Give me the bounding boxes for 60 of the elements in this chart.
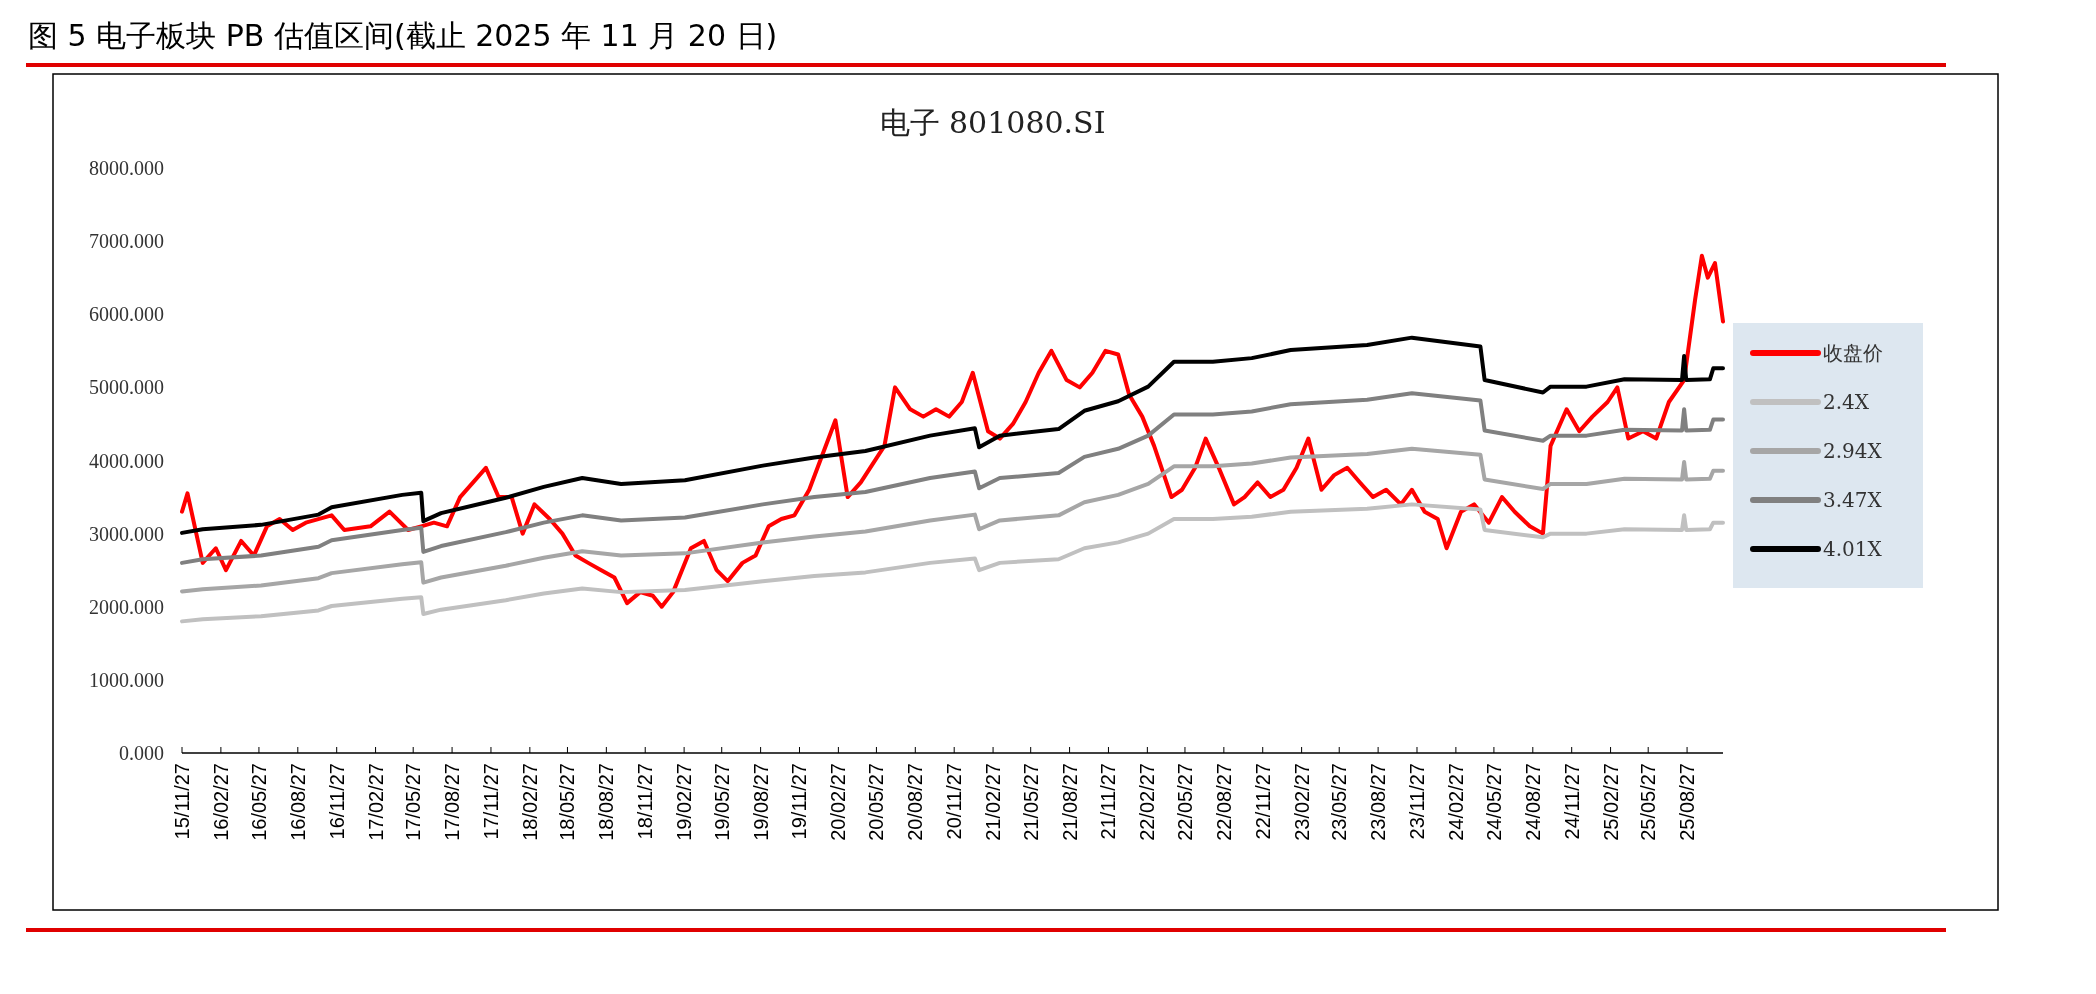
x-tick-label: 21/02/27	[982, 763, 1005, 841]
legend-label: 收盘价	[1823, 341, 1883, 365]
legend-label: 2.4X	[1823, 390, 1870, 414]
x-tick-label: 23/11/27	[1406, 763, 1428, 840]
x-tick-label: 22/02/27	[1136, 763, 1159, 841]
line-series	[180, 446, 1725, 594]
x-tick-label: 21/11/27	[1097, 763, 1120, 840]
x-tick-label: 24/11/27	[1560, 763, 1583, 840]
y-tick-label: 1000.000	[89, 668, 164, 691]
y-tick-label: 3000.000	[89, 522, 164, 545]
x-tick-label: 23/02/27	[1290, 763, 1313, 841]
x-tick-label: 17/02/27	[364, 763, 387, 841]
x-tick-label: 17/05/27	[402, 763, 425, 841]
x-tick-label: 18/02/27	[518, 763, 541, 841]
x-tick-label: 20/02/27	[827, 763, 850, 841]
x-tick-label: 18/08/27	[595, 763, 618, 841]
x-tick-label: 22/11/27	[1251, 763, 1274, 840]
x-tick-label: 19/11/27	[788, 763, 811, 840]
y-tick-label: 4000.000	[89, 449, 164, 472]
x-tick-label: 24/08/27	[1521, 763, 1544, 841]
x-tick-label: 24/02/27	[1444, 763, 1467, 841]
x-tick-label: 16/08/27	[286, 763, 309, 841]
x-tick-label: 20/05/27	[865, 763, 888, 841]
x-tick-label: 20/08/27	[904, 763, 927, 841]
x-tick-label: 19/02/27	[673, 763, 696, 841]
y-tick-label: 5000.000	[89, 376, 164, 399]
x-tick-label: 22/05/27	[1173, 763, 1196, 841]
x-tick-label: 25/05/27	[1637, 763, 1660, 841]
legend-label: 2.94X	[1823, 439, 1883, 463]
y-tick-label: 8000.000	[89, 157, 164, 179]
chart-subtitle: 电子 801080.SI	[879, 105, 1106, 140]
y-tick-label: 6000.000	[89, 303, 164, 326]
x-tick-label: 25/02/27	[1599, 763, 1622, 841]
x-tick-label: 24/05/27	[1482, 763, 1505, 841]
x-tick-label: 19/05/27	[710, 763, 733, 841]
x-tick-label: 22/08/27	[1212, 763, 1235, 841]
x-tick-label: 16/05/27	[247, 763, 270, 841]
line-series	[180, 502, 1725, 624]
chart-title: 图 5 电子板块 PB 估值区间(截止 2025 年 11 月 20 日)	[28, 18, 778, 53]
x-tick-label: 15/11/27	[171, 763, 193, 840]
x-tick-label: 19/08/27	[749, 763, 772, 841]
x-tick-label: 18/11/27	[634, 763, 657, 840]
x-tick-label: 17/11/27	[479, 763, 502, 840]
line-series	[180, 335, 1725, 535]
legend-label: 3.47X	[1823, 488, 1883, 512]
x-tick-label: 16/11/27	[325, 763, 348, 840]
x-tick-label: 17/08/27	[441, 763, 464, 841]
x-tick-label: 16/02/27	[209, 763, 232, 841]
x-tick-label: 21/05/27	[1019, 763, 1042, 841]
y-tick-label: 0.000	[119, 742, 164, 764]
y-tick-label: 2000.000	[89, 595, 164, 618]
x-tick-label: 18/05/27	[556, 763, 579, 841]
legend-label: 4.01X	[1823, 537, 1883, 561]
x-tick-label: 21/08/27	[1058, 763, 1081, 841]
x-tick-label: 23/08/27	[1367, 763, 1390, 841]
y-tick-label: 7000.000	[89, 230, 164, 253]
x-tick-label: 23/05/27	[1328, 763, 1351, 841]
x-tick-label: 20/11/27	[943, 763, 966, 840]
x-tick-label: 25/08/27	[1676, 763, 1699, 841]
line-series	[180, 391, 1725, 565]
